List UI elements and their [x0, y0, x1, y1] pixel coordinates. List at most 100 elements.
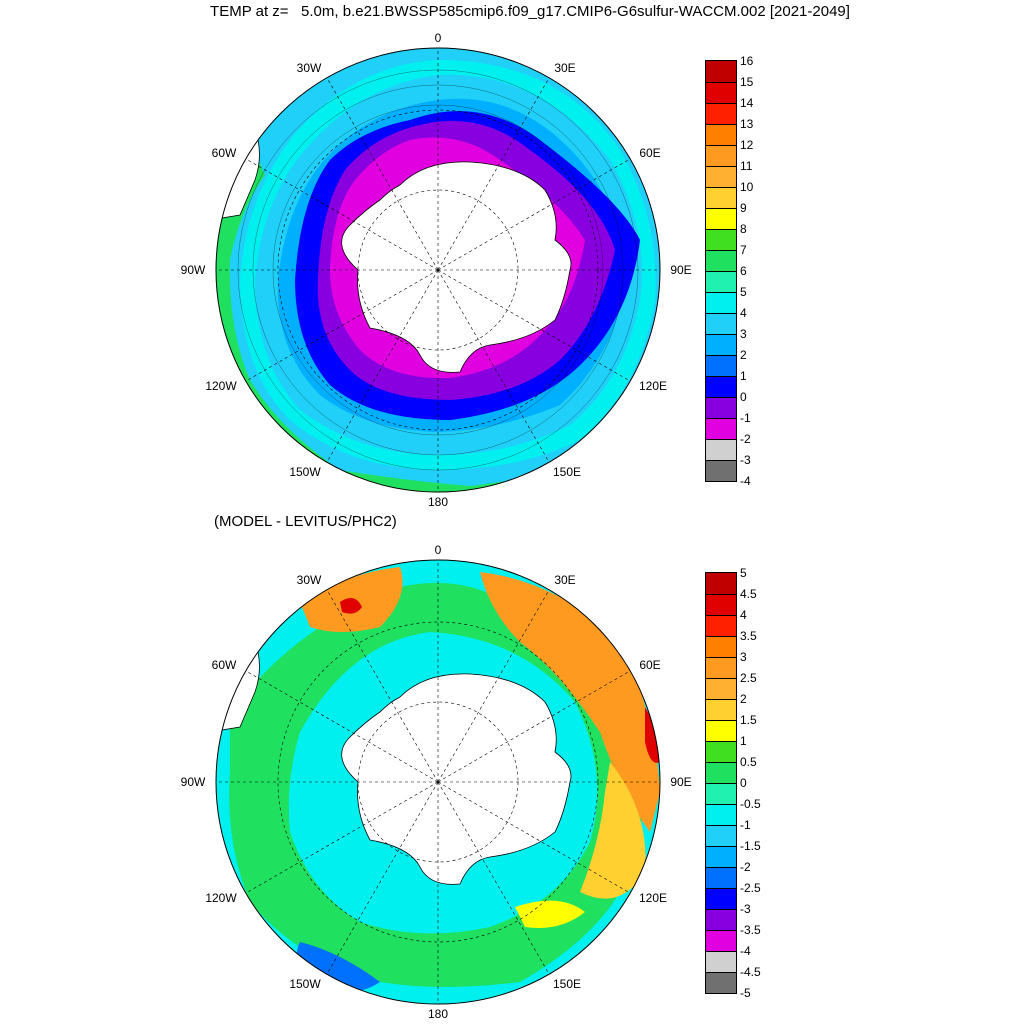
longitude-labels: 0 30E 60E 90E 120E 150E 180 150W 120W 90… — [181, 543, 692, 1021]
colorbar-swatch — [706, 166, 736, 187]
graticule — [216, 560, 660, 1004]
colorbar-tick-label: 2 — [740, 348, 747, 362]
red-edge-east — [645, 707, 660, 763]
colorbar-swatch — [706, 61, 736, 82]
colorbar-swatch — [706, 972, 736, 993]
colorbar-swatch — [706, 573, 736, 594]
antarctica — [341, 161, 572, 373]
colorbar-swatch — [706, 124, 736, 145]
lon-label: 150E — [553, 977, 581, 991]
colorbar-tick-label: 1 — [740, 734, 747, 748]
colorbar-swatch — [706, 250, 736, 271]
figure-title: TEMP at z= 5.0m, b.e21.BWSSP585cmip6.f09… — [210, 3, 850, 20]
lon-label: 180 — [428, 1007, 448, 1021]
yellow-patch-south — [515, 900, 585, 928]
colorbar-tick-label: 3 — [740, 327, 747, 341]
colorbar-tick-label: 4.5 — [740, 587, 757, 601]
colorbar-tick-label: 5 — [740, 285, 747, 299]
lon-label: 150W — [289, 465, 321, 479]
colorbar-tick-label: 15 — [740, 75, 754, 89]
lon-label: 90W — [181, 775, 206, 789]
colorbar-temperature — [705, 60, 737, 482]
colorbar-swatch — [706, 636, 736, 657]
lon-label: 0 — [435, 31, 442, 45]
lon-label: 60E — [639, 146, 660, 160]
colorbar-swatch — [706, 292, 736, 313]
colorbar-tick-label: -2 — [740, 432, 751, 446]
colorbar-tick-label: 2 — [740, 692, 747, 706]
graticule — [216, 48, 660, 492]
colorbar-tick-label: 3.5 — [740, 629, 757, 643]
colorbar-swatch — [706, 678, 736, 699]
colorbar-tick-label: 0.5 — [740, 755, 757, 769]
colorbar-tick-label: -3 — [740, 902, 751, 916]
colorbar-tick-label: 4 — [740, 608, 747, 622]
colorbar-swatch — [706, 334, 736, 355]
lon-label: 30W — [297, 573, 322, 587]
orange-region-east — [480, 572, 660, 832]
lon-label: 120E — [639, 891, 667, 905]
antarctica — [341, 673, 572, 885]
polar-map-temperature: 0 30E 60E 90E 120E 150E 180 150W 120W 90… — [181, 31, 692, 509]
colorbar-tick-label: 0 — [740, 390, 747, 404]
polar-map-difference: 0 30E 60E 90E 120E 150E 180 150W 120W 90… — [181, 543, 692, 1021]
colorbar-swatch — [706, 229, 736, 250]
red-spot — [340, 598, 362, 614]
colorbar-tick-label: -2.5 — [740, 881, 761, 895]
colorbar-tick-label: 1.5 — [740, 713, 757, 727]
colorbar-swatch — [706, 355, 736, 376]
lon-label: 150E — [553, 465, 581, 479]
colorbar-swatch — [706, 594, 736, 615]
colorbar-tick-label: 7 — [740, 243, 747, 257]
colorbar-swatch — [706, 699, 736, 720]
colorbar-tick-label: 0 — [740, 776, 747, 790]
lon-label: 30W — [297, 61, 322, 75]
colorbar-swatch — [706, 951, 736, 972]
lon-label: 90W — [181, 263, 206, 277]
colorbar-tick-label: -5 — [740, 986, 751, 1000]
lon-label: 90E — [670, 263, 691, 277]
colorbar-difference — [705, 572, 737, 994]
colorbar-tick-label: -2 — [740, 860, 751, 874]
colorbar-swatch — [706, 783, 736, 804]
colorbar-swatch — [706, 762, 736, 783]
colorbar-tick-label: 9 — [740, 201, 747, 215]
colorbar-tick-label: -1 — [740, 411, 751, 425]
colorbar-swatch — [706, 741, 736, 762]
colorbar-tick-label: -1 — [740, 818, 751, 832]
lon-label: 120W — [205, 379, 237, 393]
colorbar-tick-label: -0.5 — [740, 797, 761, 811]
colorbar-swatch — [706, 397, 736, 418]
lon-label: 90E — [670, 775, 691, 789]
colorbar-swatch — [706, 208, 736, 229]
lon-label: 150W — [289, 977, 321, 991]
colorbar-swatch — [706, 930, 736, 951]
colorbar-tick-label: 16 — [740, 54, 754, 68]
colorbar-swatch — [706, 271, 736, 292]
colorbar-tick-label: 12 — [740, 138, 754, 152]
colorbar-swatch — [706, 909, 736, 930]
lon-label: 30E — [554, 573, 575, 587]
colorbar-tick-label: 3 — [740, 650, 747, 664]
colorbar-swatch — [706, 846, 736, 867]
colorbar-swatch — [706, 825, 736, 846]
colorbar-swatch — [706, 103, 736, 124]
colorbar-swatch — [706, 804, 736, 825]
difference-subtitle: (MODEL - LEVITUS/PHC2) — [214, 513, 397, 530]
lon-label: 60W — [212, 146, 237, 160]
colorbar-swatch — [706, 615, 736, 636]
colorbar-swatch — [706, 888, 736, 909]
colorbar-swatch — [706, 145, 736, 166]
colorbar-tick-label: 5 — [740, 566, 747, 580]
colorbar-swatch — [706, 82, 736, 103]
colorbar-swatch — [706, 867, 736, 888]
colorbar-tick-label: 6 — [740, 264, 747, 278]
colorbar-tick-label: 11 — [740, 159, 753, 173]
lon-label: 120E — [639, 379, 667, 393]
colorbar-tick-label: 1 — [740, 369, 747, 383]
colorbar-swatch — [706, 187, 736, 208]
colorbar-tick-label: 2.5 — [740, 671, 757, 685]
colorbar-tick-label: -4 — [740, 474, 751, 488]
colorbar-swatch — [706, 313, 736, 334]
lon-label: 0 — [435, 543, 442, 557]
